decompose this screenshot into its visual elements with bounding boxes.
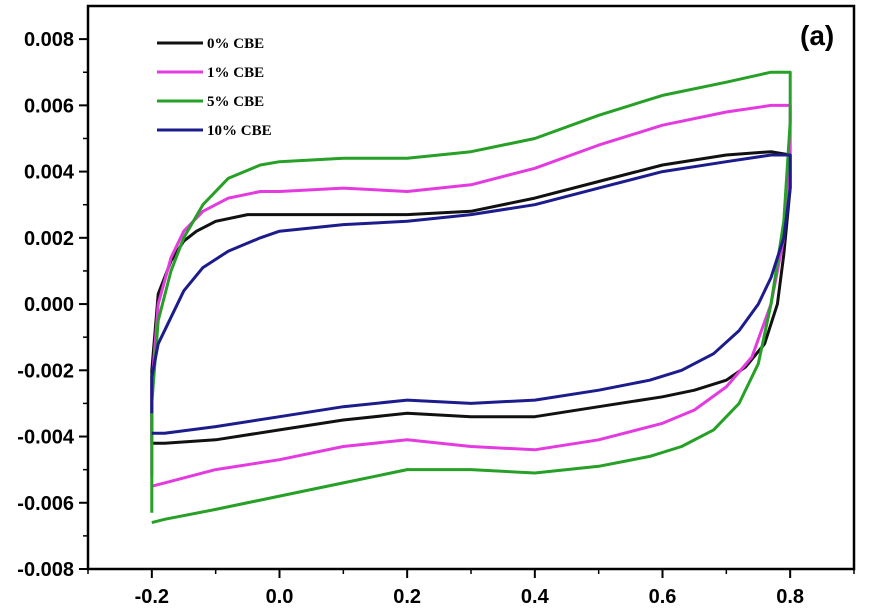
legend-label-1pct-cbe: 1% CBE xyxy=(207,65,264,81)
x-tick-label: 0.6 xyxy=(649,586,677,608)
y-tick-label: -0.006 xyxy=(17,493,74,515)
x-tick-label: 0.4 xyxy=(521,586,550,608)
legend-label-5pct-cbe: 5% CBE xyxy=(207,94,264,110)
legend: 0% CBE 1% CBE 5% CBE 10% CBE xyxy=(157,36,272,139)
axis-tick-labels: -0.2 0.0 0.2 0.4 0.6 0.8 -0.008 -0.006 -0.004 -0.… xyxy=(17,29,804,608)
series-line-10pct-cbe xyxy=(150,153,792,435)
panel-label: (a) xyxy=(800,20,834,51)
y-tick-label: -0.008 xyxy=(17,559,74,581)
series-curves xyxy=(150,70,792,525)
x-tick-label: 0.2 xyxy=(393,586,421,608)
legend-label-0pct-cbe: 0% CBE xyxy=(207,36,264,52)
y-tick-label: 0.002 xyxy=(24,228,74,250)
plot-frame xyxy=(86,4,856,571)
y-tick-label: 0.000 xyxy=(24,294,74,316)
x-tick-label: 0.0 xyxy=(266,586,294,608)
legend-label-10pct-cbe: 10% CBE xyxy=(207,123,272,139)
y-tick-label: 0.004 xyxy=(24,162,75,184)
axis-ticks xyxy=(79,38,855,578)
series-line-5pct-cbe xyxy=(150,70,792,525)
x-tick-label: 0.8 xyxy=(776,586,804,608)
x-tick-label: -0.2 xyxy=(135,586,169,608)
y-tick-label: -0.004 xyxy=(17,427,75,449)
y-tick-label: 0.006 xyxy=(24,95,74,117)
y-tick-label: 0.008 xyxy=(24,29,74,51)
series-line-1pct-cbe xyxy=(150,103,792,488)
y-tick-label: -0.002 xyxy=(17,360,74,382)
